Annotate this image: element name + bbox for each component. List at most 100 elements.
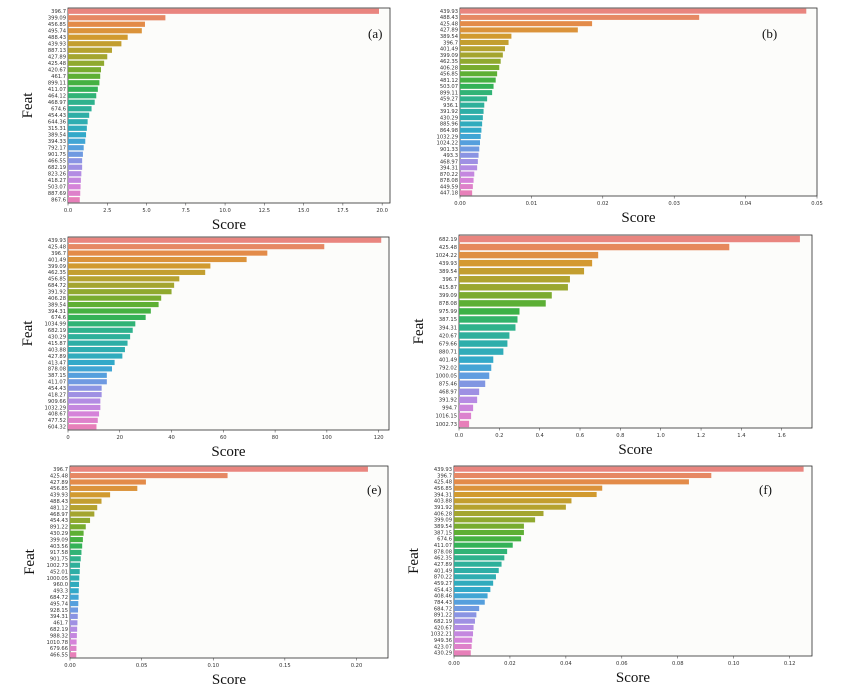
bar: [460, 90, 493, 96]
y-tick-label: 466.55: [50, 653, 68, 659]
y-tick-label: 439.93: [439, 261, 457, 267]
bar: [68, 34, 128, 40]
bar: [460, 8, 807, 14]
bar: [459, 308, 520, 315]
y-tick-label: 394.33: [48, 139, 66, 145]
bar: [459, 348, 504, 355]
y-tick-label: 399.09: [48, 264, 66, 270]
bar: [68, 80, 100, 86]
bar: [459, 267, 585, 275]
x-tick-label: 20.0: [376, 208, 388, 214]
y-tick-label: 488.43: [48, 35, 66, 41]
bar: [454, 555, 505, 561]
y-tick-label: 396.7: [437, 473, 452, 479]
bar: [68, 86, 98, 92]
bar: [68, 67, 101, 73]
bar: [70, 626, 78, 632]
x-tick-label: 0.00: [448, 661, 460, 667]
bar: [70, 620, 78, 626]
x-tick-label: 12.5: [259, 208, 271, 214]
bar: [459, 404, 474, 412]
chart-panel-a: 396.7 399.09 456.85 495.74 488.43 439.93 887.1…: [0, 0, 434, 233]
plot-area: [69, 465, 389, 659]
y-tick-label: 1024.22: [436, 253, 457, 259]
bar: [68, 15, 166, 21]
bar: [454, 466, 804, 472]
y-tick-label: 503.07: [48, 185, 66, 191]
bar: [68, 269, 206, 275]
x-tick-label: 2.5: [103, 208, 111, 214]
y-tick-label: 408.67: [48, 412, 66, 418]
y-tick-label: 391.92: [439, 398, 457, 404]
bar: [68, 398, 101, 404]
y-tick-label: 430.29: [48, 335, 66, 341]
y-tick-label: 887.69: [48, 191, 66, 197]
y-tick-label: 425.48: [48, 244, 66, 250]
bar: [70, 575, 80, 581]
y-tick-label: 988.32: [50, 633, 68, 639]
x-tick-label: 0.05: [811, 201, 823, 207]
bar: [454, 650, 471, 656]
y-tick-label: 1002.73: [436, 422, 457, 428]
bar: [68, 151, 83, 157]
bar: [460, 33, 512, 39]
x-tick-label: 80: [272, 435, 279, 441]
y-tick-label: 401.49: [48, 257, 66, 263]
bar: [70, 485, 138, 491]
y-tick-label: 456.85: [48, 277, 66, 283]
bar: [70, 613, 78, 619]
y-tick-label: 477.52: [48, 418, 66, 424]
y-tick-label: 674.6: [51, 315, 66, 321]
x-axis-label: Score: [212, 672, 246, 687]
y-tick-label: 401.49: [434, 568, 452, 574]
y-tick-label: 468.97: [439, 390, 457, 396]
bar: [459, 356, 494, 363]
y-tick-label: 396.7: [51, 251, 66, 257]
y-tick-label: 425.48: [439, 245, 457, 251]
y-tick-label: 481.12: [50, 505, 68, 511]
x-tick-label: 0.06: [616, 661, 628, 667]
y-tick-label: 454.43: [48, 113, 66, 119]
bar: [459, 372, 490, 379]
bar: [454, 561, 502, 567]
bar: [70, 549, 82, 555]
bar: [454, 523, 524, 529]
y-tick-label: 420.67: [434, 625, 452, 631]
x-tick-label: 0.15: [279, 663, 291, 669]
bar: [460, 102, 485, 108]
y-tick-label: 674.6: [51, 107, 66, 113]
chart-panel-c: 439.93 425.48 396.7 401.49 399.09 462.35 456.8…: [0, 229, 434, 460]
y-tick-label: 399.09: [50, 537, 68, 543]
y-tick-label: 391.92: [48, 289, 66, 295]
bar: [68, 145, 84, 151]
chart-panel-e: 396.7 425.48 427.89 456.85 439.93 488.43 481.1…: [0, 458, 434, 687]
chart-b-svg: 439.93488.43425.48427.89389.54396.7401.4…: [437, 7, 823, 226]
chart-panel-d: 682.19 425.48 1024.22 439.93 389.54 396.7 415.…: [411, 229, 868, 458]
bar: [68, 184, 81, 190]
y-tick-label: 447.18: [440, 191, 458, 197]
y-tick-label: 389.54: [440, 34, 459, 40]
y-tick-label: 878.08: [439, 301, 457, 307]
y-tick-label: 901.75: [48, 152, 66, 158]
bar: [70, 492, 111, 498]
bar: [68, 353, 123, 359]
bar: [68, 132, 87, 138]
bar: [460, 133, 481, 139]
bar: [460, 27, 578, 33]
bar: [68, 334, 131, 340]
bar: [70, 569, 80, 575]
x-axis-label: Score: [212, 217, 246, 233]
x-tick-label: 5.0: [142, 208, 150, 214]
bar: [68, 276, 180, 282]
y-tick-label: 488.43: [440, 15, 458, 21]
y-tick-label: 389.54: [48, 133, 67, 139]
y-tick-label: 1034.99: [45, 322, 66, 328]
y-axis-label: Feat: [20, 92, 36, 119]
y-tick-label: 403.88: [48, 347, 66, 353]
x-tick-label: 40: [168, 435, 175, 441]
chart-f-svg: 439.93396.7425.48456.85394.31403.88391.9…: [406, 465, 813, 686]
y-tick-label: 389.54: [48, 302, 67, 308]
y-tick-label: 936.1: [443, 103, 458, 109]
y-tick-label: 960.0: [53, 582, 68, 588]
bar: [454, 485, 603, 491]
